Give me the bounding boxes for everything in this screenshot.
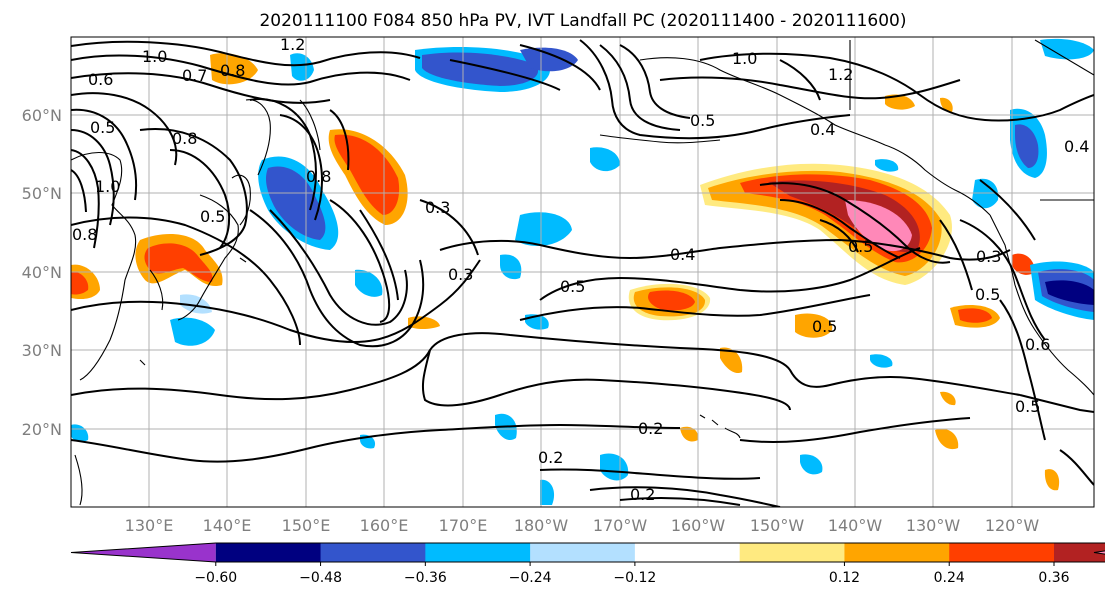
lon-label-170e: 170°E xyxy=(439,516,488,535)
clabel-8: 0.8 xyxy=(172,129,197,148)
clabel-21: 0.6 xyxy=(1025,335,1050,354)
lon-label-120w: 120°W xyxy=(985,516,1040,535)
map-content: 1.0 1.2 0.6 0.7 0.8 1.0 0.5 0.8 0.8 0.5 … xyxy=(71,35,1094,507)
clabel-20: 0.5 xyxy=(975,285,1000,304)
clabel-9: 0.8 xyxy=(72,225,97,244)
lat-label-20n: 20°N xyxy=(22,420,62,439)
clabel-27: 0.5 xyxy=(848,237,873,256)
lon-label-180w: 180°W xyxy=(514,516,569,535)
lon-label-130e: 130°E xyxy=(125,516,174,535)
clabel-10: 0.5 xyxy=(200,207,225,226)
colorbar-segment xyxy=(425,543,531,562)
colorbar-segment xyxy=(320,543,426,562)
clabel-25: 0.2 xyxy=(630,485,655,504)
pv-contours xyxy=(71,39,1094,507)
colorbar-tick-label: 0.36 xyxy=(1038,570,1069,586)
colorbar-tick-label: −0.36 xyxy=(404,570,447,586)
lat-label-30n: 30°N xyxy=(22,341,62,360)
clabel-17: 0.5 xyxy=(690,111,715,130)
lat-label-40n: 40°N xyxy=(22,263,62,282)
shade-nw-top xyxy=(210,53,258,85)
clabel-18: 0.5 xyxy=(812,317,837,336)
clabel-28: 0.4 xyxy=(1064,137,1089,156)
shade-central xyxy=(408,253,1060,491)
clabel-11: 0.8 xyxy=(306,167,331,186)
lon-label-140e: 140°E xyxy=(203,516,252,535)
colorbar-segment xyxy=(215,543,322,562)
colorbar-tick-label: −0.60 xyxy=(194,570,237,586)
lon-label-150e: 150°E xyxy=(282,516,331,535)
colorbar-segment xyxy=(634,543,741,562)
colorbar-segment xyxy=(1054,543,1105,562)
colorbar-tick-label: −0.24 xyxy=(509,570,552,586)
lon-label-160w: 160°W xyxy=(671,516,726,535)
shade-gulf-orange xyxy=(940,97,953,113)
clabel-13: 0.3 xyxy=(448,265,473,284)
clabel-2: 1.2 xyxy=(280,35,305,54)
contour-labels: 1.0 1.2 0.6 0.7 0.8 1.0 0.5 0.8 0.8 0.5 … xyxy=(72,35,1089,504)
clabel-4: 0.7 xyxy=(182,66,207,85)
lon-label-170w: 170°W xyxy=(593,516,648,535)
clabel-26: 1.0 xyxy=(732,49,757,68)
clabel-14: 0.4 xyxy=(670,245,695,264)
clabel-23: 0.2 xyxy=(638,419,663,438)
shade-blues xyxy=(71,38,1094,505)
lat-label-50n: 50°N xyxy=(22,184,62,203)
colorbar-segment xyxy=(739,543,845,562)
coastlines xyxy=(71,39,1094,506)
clabel-7: 0.5 xyxy=(90,118,115,137)
shade-alaska-orange xyxy=(885,94,915,110)
clabel-16: 0.4 xyxy=(810,120,835,139)
clabel-24: 0.2 xyxy=(538,448,563,467)
clabel-1: 1.0 xyxy=(142,47,167,66)
colorbar: −0.60−0.48−0.36−0.24−0.120.120.240.360.4… xyxy=(70,542,1105,586)
colorbar-segment xyxy=(530,543,636,562)
figure-title: 2020111100 F084 850 hPa PV, IVT Landfall… xyxy=(259,11,906,31)
clabel-5: 0.8 xyxy=(220,61,245,80)
clabel-19: 0.3 xyxy=(976,247,1001,266)
map-frame xyxy=(70,36,1095,508)
longitude-labels: 130°E 140°E 150°E 160°E 170°E 180°W 170°… xyxy=(125,516,1040,535)
lat-label-60n: 60°N xyxy=(22,106,62,125)
colorbar-segment xyxy=(949,543,1055,562)
clabel-22: 0.5 xyxy=(1015,397,1040,416)
clabel-6: 1.0 xyxy=(95,177,120,196)
colorbar-extension-low xyxy=(71,543,216,562)
colorbar-tick-label: −0.12 xyxy=(613,570,656,586)
clabel-12: 0.3 xyxy=(425,198,450,217)
latitude-labels: 60°N 50°N 40°N 30°N 20°N xyxy=(22,106,62,439)
clabel-3: 0.6 xyxy=(88,70,113,89)
colorbar-tick-label: 0.24 xyxy=(934,570,965,586)
gridlines xyxy=(71,37,1094,507)
lon-label-160e: 160°E xyxy=(360,516,409,535)
lon-label-140w: 140°W xyxy=(828,516,883,535)
colorbar-tick-label: −0.48 xyxy=(299,570,342,586)
clabel-29: 1.2 xyxy=(828,65,853,84)
shade-korea xyxy=(71,234,223,300)
lon-label-130w: 130°W xyxy=(906,516,961,535)
clabel-15: 0.5 xyxy=(560,277,585,296)
colorbar-tick-label: 0.12 xyxy=(829,570,860,586)
colorbar-segment xyxy=(844,543,950,562)
lon-label-150w: 150°W xyxy=(750,516,805,535)
